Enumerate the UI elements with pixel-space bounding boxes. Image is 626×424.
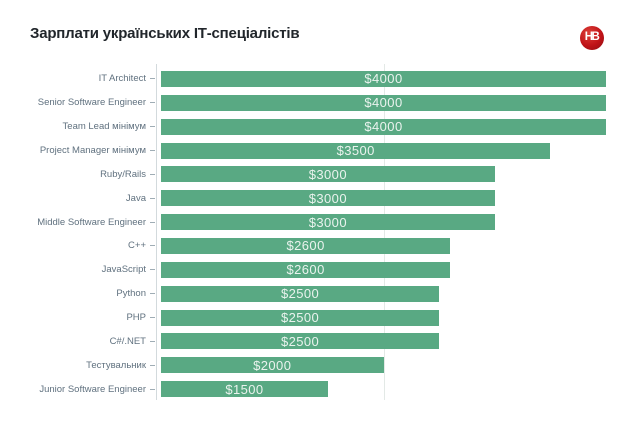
bar-track: $4000	[161, 118, 606, 135]
title-suffix: -спеціалістів	[206, 25, 300, 42]
category-label: Python	[116, 288, 146, 300]
salary-bar: $4000	[161, 70, 606, 87]
page-title: Зарплати українських ІТ-спеціалістів	[30, 25, 300, 42]
category-label: JavaScript	[101, 264, 146, 276]
chart-row: PHP $2500	[0, 306, 626, 330]
bar-value-label: $2600	[286, 238, 325, 254]
bar-track: $2000	[161, 357, 606, 374]
axis-tick	[150, 340, 155, 342]
nv-logo-text: НВ	[584, 31, 600, 44]
category-label: C#/.NET	[109, 335, 146, 347]
salary-bar: $3500	[161, 142, 551, 159]
chart-row: Junior Software Engineer $1500	[0, 377, 626, 401]
axis-tick	[150, 173, 155, 175]
bar-value-label: $2600	[286, 262, 325, 278]
bar-track: $3500	[161, 142, 606, 159]
bar-track: $3000	[161, 190, 606, 207]
bar-track: $3000	[161, 214, 606, 231]
salary-bar: $2600	[161, 261, 451, 278]
axis-tick	[150, 102, 155, 104]
chart-row: Ruby/Rails $3000	[0, 162, 626, 186]
axis-tick	[150, 293, 155, 295]
bar-track: $2500	[161, 333, 606, 350]
chart-row: Senior Software Engineer $4000	[0, 91, 626, 115]
chart-row: Тестувальник $2000	[0, 353, 626, 377]
category-label: Ruby/Rails	[100, 168, 146, 180]
salary-bar: $2000	[161, 357, 384, 374]
gridline-2000	[384, 64, 385, 400]
bar-value-label: $2500	[280, 286, 320, 302]
axis-tick	[150, 364, 155, 366]
chart-row: C++ $2600	[0, 234, 626, 258]
category-label: PHP	[126, 312, 146, 324]
salary-bar: $1500	[161, 381, 328, 398]
category-label: Middle Software Engineer	[37, 216, 146, 228]
y-axis-line	[156, 64, 157, 400]
salary-bar-chart: IT Architect $4000 Senior Software Enginee…	[0, 64, 626, 402]
axis-tick	[150, 245, 155, 247]
chart-row: Middle Software Engineer $3000	[0, 210, 626, 234]
axis-tick	[150, 221, 155, 223]
bar-value-label: $3000	[308, 190, 347, 206]
salary-bar: $2500	[161, 285, 440, 302]
chart-row: C#/.NET $2500	[0, 329, 626, 353]
salary-bar: $4000	[161, 118, 606, 135]
bar-value-label: $1500	[225, 381, 264, 397]
bar-value-label: $2500	[280, 310, 320, 326]
category-label: Senior Software Engineer	[37, 97, 146, 109]
axis-tick	[150, 269, 155, 271]
bar-track: $2600	[161, 237, 606, 254]
bar-value-label: $4000	[364, 119, 403, 135]
bar-value-label: $4000	[364, 71, 403, 87]
title-prefix: Зарплати українських	[30, 25, 194, 42]
chart-row: Team Lead мінімум $4000	[0, 115, 626, 139]
axis-tick	[150, 126, 155, 128]
category-label: Junior Software Engineer	[39, 383, 146, 395]
salary-bar: $2600	[161, 237, 451, 254]
nv-logo: НВ	[580, 26, 604, 50]
bar-value-label: $2000	[253, 357, 292, 373]
axis-tick	[150, 317, 155, 319]
bar-value-label: $3500	[336, 143, 375, 158]
chart-rows: IT Architect $4000 Senior Software Enginee…	[0, 67, 626, 401]
bar-track: $2500	[161, 309, 606, 326]
bar-value-label: $2500	[280, 333, 320, 349]
salary-bar: $3000	[161, 190, 495, 207]
axis-tick	[150, 197, 155, 199]
chart-row: Java $3000	[0, 186, 626, 210]
salary-bar: $3000	[161, 214, 495, 231]
salary-bar: $4000	[161, 94, 606, 111]
category-label: C++	[128, 240, 146, 252]
title-bold-it: ІТ	[193, 25, 207, 42]
chart-row: Project Manager мінімум $3500	[0, 139, 626, 163]
bar-track: $1500	[161, 381, 606, 398]
axis-tick	[150, 78, 155, 80]
bar-track: $4000	[161, 70, 606, 87]
chart-row: JavaScript $2600	[0, 258, 626, 282]
category-label: Team Lead мінімум	[62, 121, 146, 133]
category-label: Java	[125, 192, 146, 204]
bar-value-label: $4000	[364, 95, 403, 111]
salary-bar: $3000	[161, 166, 495, 183]
category-label: Тестувальник	[86, 359, 146, 371]
axis-tick	[150, 388, 155, 390]
chart-row: Python $2500	[0, 282, 626, 306]
category-label: Project Manager мінімум	[39, 145, 146, 156]
category-label: IT Architect	[98, 73, 146, 85]
bar-track: $4000	[161, 94, 606, 111]
bar-track: $2500	[161, 285, 606, 302]
bar-track: $2600	[161, 261, 606, 278]
bar-value-label: $3000	[308, 166, 347, 182]
bar-value-label: $3000	[308, 214, 347, 230]
bar-track: $3000	[161, 166, 606, 183]
salary-bar: $2500	[161, 309, 440, 326]
salary-bar: $2500	[161, 333, 440, 350]
chart-row: IT Architect $4000	[0, 67, 626, 91]
axis-tick	[150, 150, 155, 151]
